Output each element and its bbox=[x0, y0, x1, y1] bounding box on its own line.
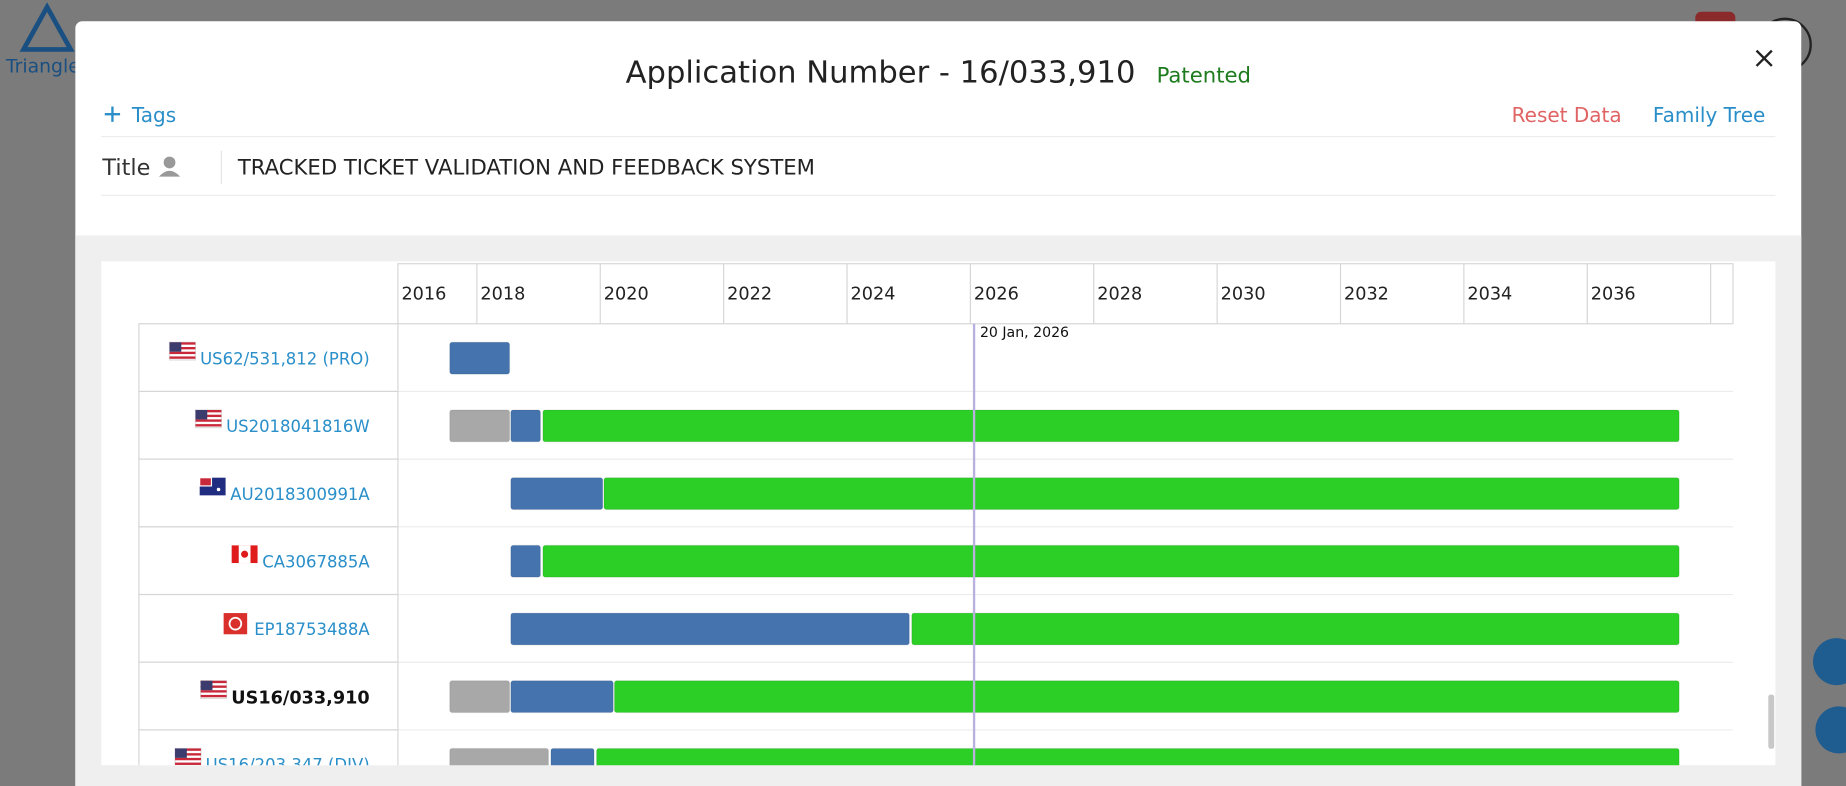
x-tick-label: 2030 bbox=[1221, 284, 1266, 304]
flag-part bbox=[169, 342, 196, 345]
flag-part bbox=[200, 690, 227, 693]
x-tick-label: 2034 bbox=[1467, 284, 1512, 304]
x-tick-label: 2016 bbox=[401, 284, 446, 304]
flag-part bbox=[200, 680, 213, 691]
timeline-bar bbox=[449, 747, 550, 766]
flag-part bbox=[175, 748, 201, 751]
flag-icon bbox=[168, 341, 197, 361]
timeline-bar bbox=[510, 477, 604, 511]
help-button[interactable] bbox=[1815, 706, 1846, 754]
flag-part bbox=[195, 419, 222, 422]
timeline-bar bbox=[510, 680, 614, 714]
flag-part bbox=[175, 753, 201, 756]
person-icon bbox=[158, 156, 181, 177]
x-tick-label: 2026 bbox=[974, 284, 1019, 304]
flag-part bbox=[175, 757, 201, 761]
flag-part bbox=[175, 748, 187, 758]
row-label-cell bbox=[138, 458, 399, 528]
x-tick-label: 2036 bbox=[1591, 284, 1636, 304]
timeline-bar bbox=[449, 409, 511, 443]
logo-text: Triangle bbox=[5, 57, 80, 78]
flag-part bbox=[200, 694, 227, 698]
logo-icon bbox=[19, 2, 75, 52]
row-label[interactable]: US16/033,910 bbox=[231, 688, 369, 708]
flag-icon bbox=[231, 545, 258, 564]
timeline-bar bbox=[449, 341, 511, 375]
timeline-bar bbox=[613, 680, 1680, 714]
timeline-bar bbox=[603, 477, 1680, 511]
timeline-bar bbox=[911, 612, 1680, 646]
row-label[interactable]: CA3067885A bbox=[262, 553, 370, 572]
flag-icon bbox=[194, 409, 222, 429]
row-label[interactable]: EP18753488A bbox=[254, 620, 370, 639]
plus-icon bbox=[104, 106, 121, 122]
flag-part bbox=[195, 424, 222, 427]
flag-part bbox=[195, 409, 208, 420]
flag-icon bbox=[174, 747, 202, 766]
flag-part bbox=[200, 680, 227, 684]
timeline-bar bbox=[510, 612, 910, 646]
flag-part bbox=[169, 356, 196, 359]
x-tick-label: 2024 bbox=[851, 284, 896, 304]
scrollbar[interactable] bbox=[1768, 694, 1775, 749]
row-label-cell bbox=[138, 661, 399, 731]
modal-title: Application Number - 16/033,910 bbox=[626, 56, 1136, 91]
flag-part bbox=[200, 685, 227, 688]
x-tick-label: 2018 bbox=[480, 284, 525, 304]
today-label: 20 Jan, 2026 bbox=[980, 325, 1069, 341]
tags-link[interactable]: Tags bbox=[131, 103, 176, 127]
row-label[interactable]: AU2018300991A bbox=[230, 485, 370, 504]
timeline-bar bbox=[449, 680, 511, 714]
status: Patented bbox=[1157, 63, 1251, 88]
flag-part bbox=[175, 762, 201, 765]
timeline-bar bbox=[542, 544, 1680, 578]
header-box bbox=[397, 263, 1734, 325]
flag-part bbox=[195, 414, 222, 418]
row-label[interactable]: US16/203,347 (DIV) bbox=[206, 756, 370, 775]
reset-data[interactable]: Reset Data bbox=[1512, 103, 1622, 127]
x-tick-label: 2028 bbox=[1097, 284, 1142, 304]
flag-part bbox=[228, 616, 243, 631]
timeline-bar bbox=[510, 544, 542, 578]
x-tick-label: 2022 bbox=[727, 284, 772, 304]
flag-part bbox=[169, 351, 196, 355]
title-value: TRACKED TICKET VALIDATION AND FEEDBACK S… bbox=[237, 154, 815, 179]
flag-part bbox=[169, 342, 182, 352]
flag-part bbox=[169, 347, 196, 350]
close-button[interactable] bbox=[1755, 49, 1773, 67]
row-label[interactable]: US62/531,812 (PRO) bbox=[200, 349, 370, 368]
flag-icon bbox=[199, 477, 226, 496]
x-tick-label: 2032 bbox=[1344, 284, 1389, 304]
like-button[interactable] bbox=[1813, 638, 1846, 686]
timeline-bar bbox=[510, 409, 542, 443]
flag-part bbox=[216, 487, 221, 492]
x-tick-label: 2020 bbox=[604, 284, 649, 304]
row-label[interactable]: US2018041816W bbox=[226, 417, 370, 436]
family-tree[interactable]: Family Tree bbox=[1653, 103, 1765, 127]
timeline: 2016 2018 2020 2022 2024 2026 2028 2030 2032 2034… bbox=[138, 263, 1734, 775]
flag-part bbox=[241, 550, 249, 558]
flag-part bbox=[199, 477, 213, 487]
timeline-bar bbox=[595, 747, 1680, 766]
flag-icon bbox=[223, 613, 248, 635]
row-label-cell bbox=[138, 390, 399, 460]
timeline-bar bbox=[550, 747, 595, 766]
timeline-bar bbox=[542, 409, 1680, 443]
flag-part bbox=[195, 409, 222, 413]
row-label-cell bbox=[138, 593, 399, 663]
flag-part bbox=[223, 613, 248, 635]
title-label: Title bbox=[101, 155, 150, 181]
flag-icon bbox=[200, 680, 228, 700]
